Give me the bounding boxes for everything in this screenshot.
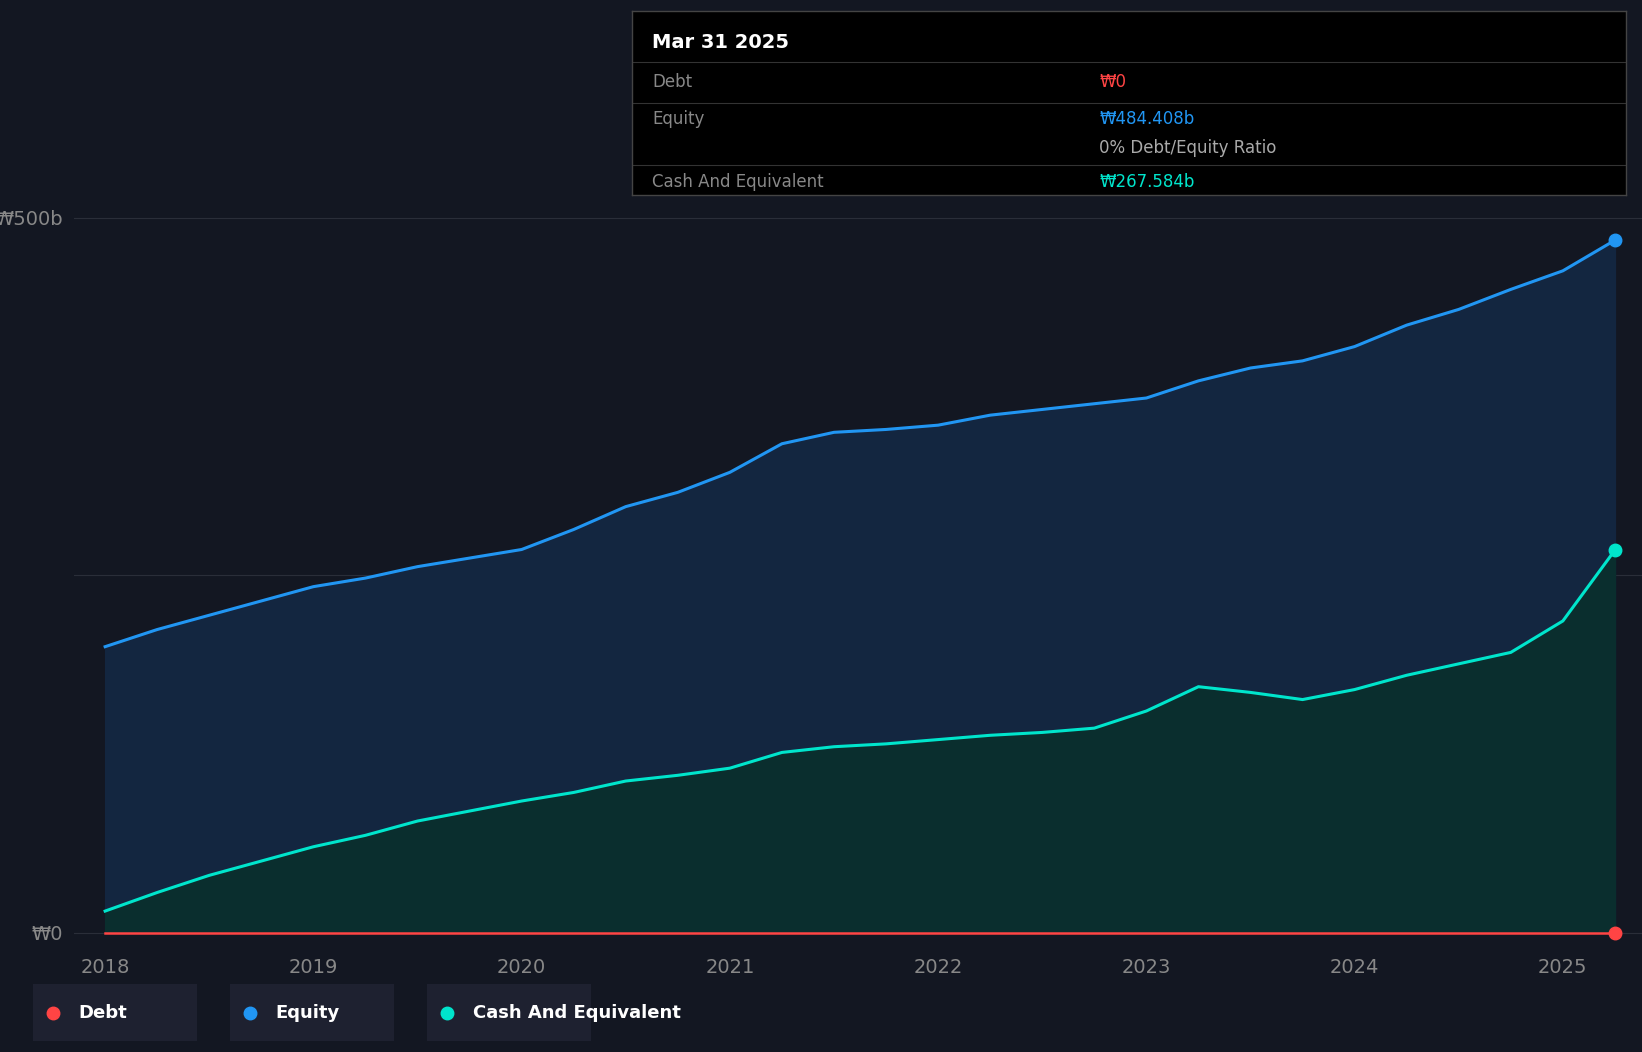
Text: Mar 31 2025: Mar 31 2025 [652,33,790,52]
Text: Equity: Equity [652,109,704,128]
Text: Equity: Equity [276,1004,340,1021]
Text: Debt: Debt [652,74,693,92]
Text: Debt: Debt [79,1004,128,1021]
Text: Cash And Equivalent: Cash And Equivalent [473,1004,681,1021]
Text: ₩0: ₩0 [1098,74,1126,92]
Text: ₩267.584b: ₩267.584b [1098,173,1194,190]
Text: ₩484.408b: ₩484.408b [1098,109,1194,128]
Text: Cash And Equivalent: Cash And Equivalent [652,173,824,190]
Text: 0% Debt/Equity Ratio: 0% Debt/Equity Ratio [1098,139,1276,158]
